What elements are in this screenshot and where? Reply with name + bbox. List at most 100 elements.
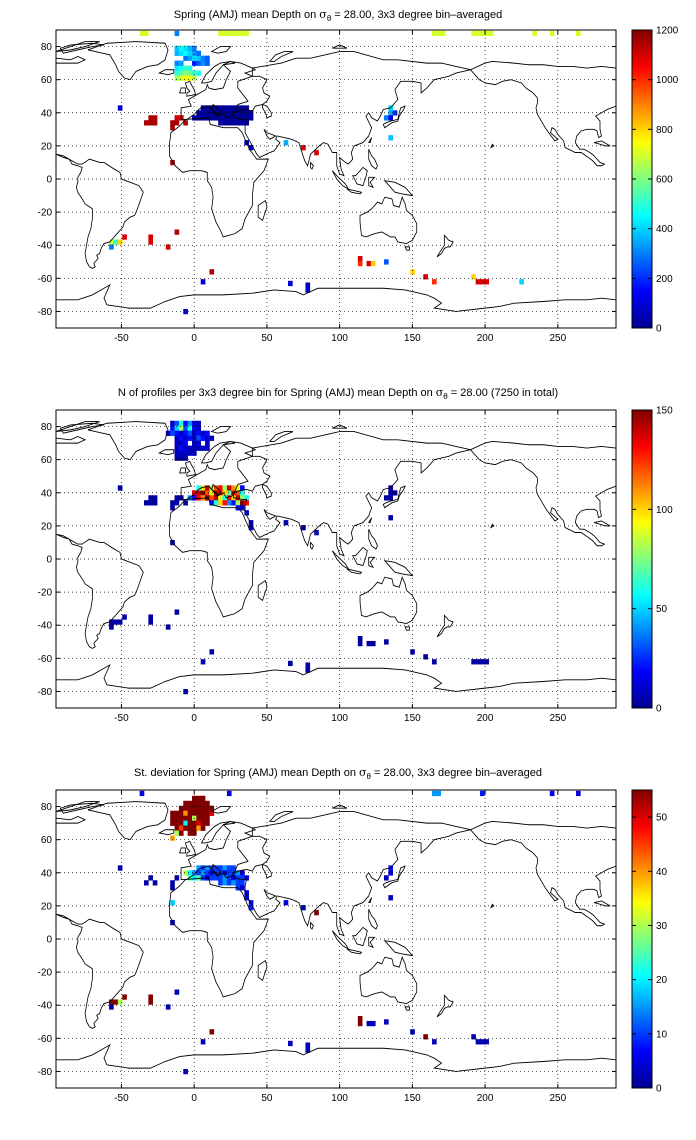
colorbar-tick-label: 50 — [656, 813, 668, 824]
panel-2-grid — [56, 410, 616, 708]
x-tick-label: 50 — [261, 713, 273, 724]
bin-cell — [174, 420, 180, 427]
bin-cell — [192, 445, 197, 451]
bin-cell — [196, 420, 202, 427]
bin-cell — [370, 640, 376, 647]
bin-cell — [384, 115, 389, 121]
bin-cell — [235, 500, 241, 506]
bin-cell — [244, 120, 250, 126]
x-tick-label: 100 — [331, 333, 348, 344]
bin-cell — [209, 810, 215, 816]
bin-cell — [432, 30, 437, 37]
bin-cell — [174, 815, 180, 821]
bin-cell — [388, 870, 394, 876]
bin-cell — [187, 815, 193, 821]
bin-cell — [357, 640, 363, 647]
bin-cell — [109, 244, 114, 250]
panel-2-title: N of profiles per 3x3 degree bin for Spr… — [118, 386, 558, 401]
bin-cell — [357, 1015, 363, 1022]
bin-cell — [178, 50, 184, 56]
bin-cell — [471, 1034, 476, 1040]
y-tick-label: -20 — [38, 968, 53, 979]
y-tick-label: 0 — [46, 175, 52, 186]
bin-cell — [187, 445, 193, 451]
bin-cell — [301, 525, 306, 531]
bin-cell — [226, 495, 232, 501]
bin-cell — [423, 274, 428, 280]
bin-cell — [231, 105, 236, 111]
bin-cell — [244, 115, 250, 121]
coastline-outline — [56, 800, 616, 1088]
bin-cell — [170, 425, 175, 431]
x-tick-label: 150 — [404, 713, 421, 724]
bin-cell — [152, 115, 158, 121]
bin-cell — [205, 805, 210, 811]
bin-cell — [183, 430, 188, 436]
bin-cell — [200, 1039, 206, 1045]
bin-cell — [231, 120, 236, 126]
bin-cell — [205, 490, 210, 496]
bin-cell — [178, 65, 184, 71]
bin-cell — [152, 500, 158, 506]
bin-cell — [174, 229, 180, 235]
x-tick-label: -50 — [114, 333, 129, 344]
bin-cell — [183, 70, 188, 76]
colorbar-tick-label: 0 — [656, 324, 662, 335]
x-tick-label: 0 — [191, 1093, 197, 1104]
bin-cell — [205, 800, 210, 807]
bin-cell — [170, 880, 175, 886]
bin-cell — [192, 425, 197, 431]
bin-cell — [314, 150, 319, 156]
bin-cell — [148, 234, 154, 240]
bin-cell — [576, 30, 581, 37]
bin-cell — [209, 805, 215, 811]
bin-cell — [152, 120, 158, 126]
y-tick-label: 60 — [41, 835, 53, 846]
bin-cell — [205, 440, 210, 446]
bin-cell — [178, 830, 184, 836]
bin-cell — [209, 490, 215, 496]
bin-cell — [205, 485, 210, 491]
bin-cell — [122, 994, 127, 1000]
y-tick-label: 20 — [41, 521, 53, 532]
bin-cell — [196, 800, 202, 807]
bin-cell — [196, 55, 202, 61]
x-tick-label: 100 — [331, 713, 348, 724]
bin-cell — [183, 420, 188, 427]
bin-cell — [200, 865, 206, 871]
bin-cell — [152, 880, 158, 886]
bin-cell — [178, 825, 184, 831]
bin-cell — [183, 120, 188, 126]
bin-cell — [235, 120, 241, 126]
bin-cell — [244, 495, 250, 501]
bin-cell — [192, 430, 197, 436]
bin-cell — [192, 875, 197, 881]
bin-cell — [209, 110, 215, 116]
bin-cell — [388, 515, 394, 521]
panel-1-colorbar: 0 200 400 600 800 1000 1200 — [631, 26, 679, 335]
bin-cell — [148, 120, 154, 126]
x-tick-label: -50 — [114, 713, 129, 724]
bin-cell — [152, 495, 158, 501]
bin-cell — [174, 500, 180, 506]
colorbar-tick-label: 150 — [656, 406, 673, 417]
bin-cell — [205, 820, 210, 826]
bin-cell — [305, 667, 311, 673]
bin-cell — [549, 790, 555, 797]
bin-cell — [174, 75, 180, 81]
bin-cell — [475, 659, 481, 665]
colorbar-tick-label: 50 — [656, 604, 668, 615]
bin-cell — [370, 1020, 376, 1027]
bin-cell — [392, 490, 398, 496]
bin-cell — [200, 870, 206, 876]
bin-cell — [288, 280, 293, 287]
colorbar-tick-label: 40 — [656, 867, 668, 878]
bin-cell — [183, 75, 188, 81]
bin-cell — [209, 495, 215, 501]
bin-cell — [187, 800, 193, 807]
bin-cell — [209, 870, 215, 876]
bin-cell — [222, 30, 228, 37]
bin-cell — [187, 70, 193, 76]
bin-cell — [209, 1029, 215, 1035]
bin-cell — [205, 815, 210, 821]
